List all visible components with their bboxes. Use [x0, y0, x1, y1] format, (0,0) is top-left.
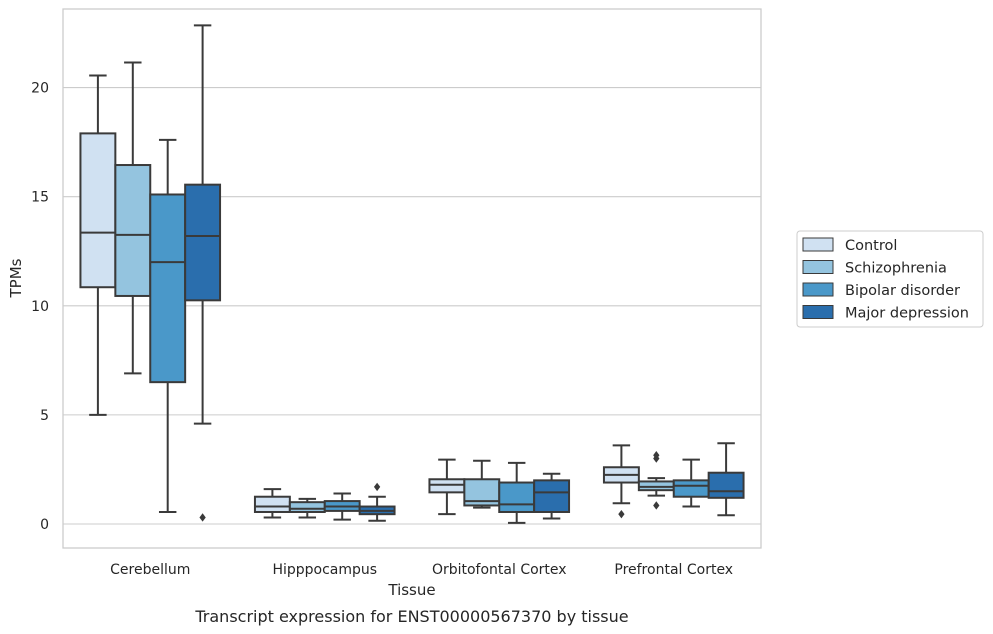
box-3-1	[358, 482, 396, 522]
box-iqr	[253, 495, 291, 513]
box-iqr	[672, 479, 710, 498]
y-tick-label: 5	[40, 408, 49, 424]
box-2-0	[149, 138, 187, 513]
legend-swatch	[802, 305, 834, 319]
x-tick-label: Orbitofontal Cortex	[432, 562, 567, 578]
legend-swatch	[802, 260, 834, 274]
y-tick-label: 10	[31, 299, 49, 315]
box-iqr	[79, 132, 117, 289]
legend: Control Schizophrenia Bipolar disorder Majo…	[796, 230, 984, 328]
legend-label: Bipolar disorder	[845, 283, 960, 299]
y-axis-ticks: 0 5 10 15 20	[31, 81, 49, 533]
y-tick-label: 20	[31, 81, 49, 97]
box-1-0	[114, 61, 152, 375]
box-iqr	[288, 501, 326, 513]
legend-frame	[796, 230, 984, 328]
x-tick-label: Cerebellum	[110, 562, 190, 578]
legend-swatch	[802, 237, 834, 252]
box-iqr	[149, 193, 187, 384]
outlier-point	[199, 513, 206, 522]
y-tick-label: 15	[31, 190, 49, 206]
box-iqr	[533, 479, 571, 513]
box-0-3	[602, 444, 640, 519]
box-iqr	[637, 480, 675, 492]
box-2-3	[672, 458, 710, 508]
outlier-point	[373, 482, 381, 492]
box-0-1	[253, 488, 291, 519]
box-iqr	[114, 164, 152, 297]
box-iqr	[428, 478, 466, 494]
box-1-2	[463, 459, 501, 509]
box-2-1	[323, 492, 361, 521]
box-iqr	[184, 183, 222, 302]
y-tick-label: 0	[40, 517, 49, 533]
box-3-3	[707, 442, 745, 517]
legend-label: Control	[845, 238, 897, 254]
outlier-point	[618, 509, 625, 519]
plot-frame	[62, 8, 762, 549]
x-axis-title: Tissue	[387, 581, 435, 599]
chart-caption: Transcript expression for ENST0000056737…	[194, 607, 628, 626]
legend-label: Major depression	[845, 306, 969, 322]
legend-label: Schizophrenia	[845, 261, 947, 277]
box-groups	[79, 24, 745, 524]
x-tick-label: Prefrontal Cortex	[614, 562, 733, 578]
x-tick-label: Hipppocampus	[272, 562, 377, 578]
y-axis-title: TPMs	[7, 258, 25, 298]
box-iqr	[707, 471, 745, 499]
box-0-0	[79, 74, 117, 416]
box-1-3	[637, 451, 675, 510]
x-axis-ticks: Cerebellum Hipppocampus Orbitofontal Corte…	[110, 562, 733, 578]
box-iqr	[498, 481, 536, 513]
box-0-2	[428, 458, 466, 516]
box-3-2	[533, 472, 571, 520]
outlier-point	[653, 501, 660, 510]
legend-swatch	[802, 282, 834, 297]
outlier-point	[653, 451, 660, 460]
box-3-0	[184, 24, 222, 522]
